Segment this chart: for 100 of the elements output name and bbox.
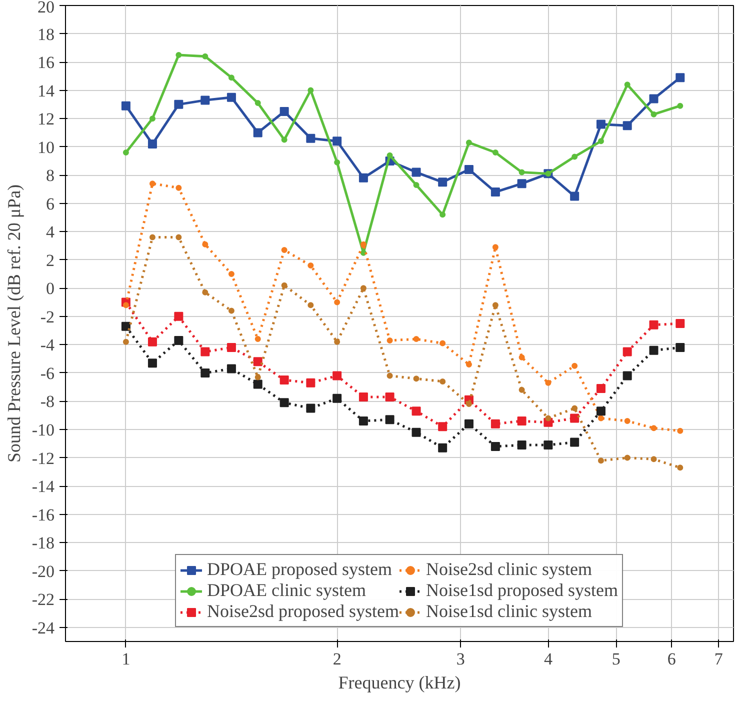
legend-label: Noise2sd proposed system [207,601,399,622]
point [386,152,393,158]
point [596,384,606,394]
point [253,357,262,366]
point [517,440,526,450]
x-tick-label: 2 [332,650,342,668]
point [122,149,129,156]
point [490,419,500,428]
point [413,336,420,342]
y-tick-label: -22 [32,590,55,610]
y-axis-title: Sound Pressure Level (dB ref. 20 μPa) [4,184,24,463]
point [438,443,448,452]
point [464,419,474,428]
point [334,299,340,306]
point [676,73,685,82]
point [517,416,526,426]
point [572,154,578,160]
point [649,94,658,104]
point [570,192,580,201]
point [280,398,289,408]
point [200,347,210,356]
point [253,128,262,138]
point [202,241,208,248]
point [438,422,448,432]
point [598,415,604,422]
point [466,361,472,368]
point [518,386,525,393]
point [385,392,394,402]
y-tick-label: 14 [38,81,55,100]
point [677,428,684,434]
y-tick-label: -20 [32,562,55,581]
legend-label: Noise2sd clinic system [426,559,592,580]
point [622,121,632,130]
y-tick-label: -4 [40,336,55,355]
x-tick-label: 7 [714,650,724,668]
point [649,346,658,355]
point [308,302,314,308]
point [228,74,234,81]
point [254,374,261,380]
point [517,179,526,188]
y-tick-label: 20 [38,0,54,16]
y-tick-label: 2 [46,250,54,270]
x-tick-label: 5 [612,650,620,668]
point [228,308,234,314]
point [202,289,208,296]
point [596,120,606,129]
point [622,371,632,380]
point [121,322,130,331]
point [360,285,366,292]
point [281,247,288,253]
point [676,319,685,328]
point [200,368,210,378]
point [386,372,393,379]
x-tick-label: 1 [122,650,130,668]
point [226,364,236,374]
point [440,340,446,346]
point [254,336,261,342]
point [624,418,630,424]
point [386,337,393,344]
point [649,320,658,330]
point [596,406,606,416]
y-tick-label: -10 [32,420,55,440]
point [572,405,578,412]
point [149,116,156,122]
point [677,464,684,471]
point [624,82,630,88]
point [148,337,157,346]
point [148,140,157,149]
point [412,428,421,437]
y-tick-label: 10 [38,138,54,157]
point [676,343,685,352]
point [490,442,500,451]
point [174,312,184,321]
point [570,414,580,423]
point [332,371,342,380]
point [280,376,289,385]
y-tick-label: 18 [38,24,54,44]
point [598,138,604,144]
point [226,343,236,352]
point [228,271,234,278]
y-tick-label: 12 [38,110,54,129]
point [572,362,578,369]
y-tick-label: -14 [32,477,55,496]
point [200,96,210,105]
point [545,415,552,422]
y-tick-label: -8 [40,392,55,412]
point [677,102,684,109]
x-tick-label: 4 [544,650,553,668]
point [149,180,156,187]
point [176,234,182,240]
point [202,53,208,60]
point [464,164,474,174]
point [174,336,184,345]
y-tick-label: 8 [46,166,54,186]
x-tick-label: 6 [667,650,676,668]
point [253,380,262,389]
point [254,100,261,106]
point [466,140,472,146]
point [281,136,288,143]
y-tick-label: 0 [46,279,54,298]
